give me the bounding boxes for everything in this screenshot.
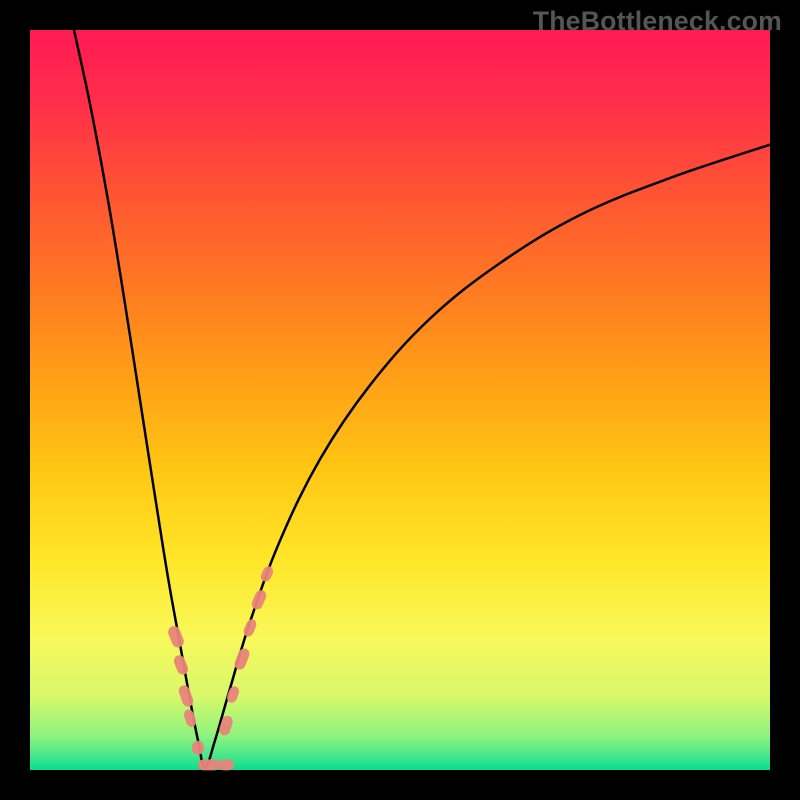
data-markers <box>166 565 275 771</box>
data-marker-4 <box>192 741 204 755</box>
curve-svg <box>30 30 770 770</box>
data-marker-5 <box>198 759 220 770</box>
plot-area <box>30 30 770 770</box>
stage: TheBottleneck.com <box>0 0 800 800</box>
data-marker-0 <box>166 624 185 649</box>
data-marker-6 <box>218 759 234 770</box>
data-marker-11 <box>250 588 268 611</box>
data-marker-2 <box>177 684 195 708</box>
data-marker-1 <box>172 654 190 677</box>
data-marker-12 <box>259 565 275 584</box>
watermark-text: TheBottleneck.com <box>533 6 782 37</box>
data-marker-10 <box>242 618 258 638</box>
